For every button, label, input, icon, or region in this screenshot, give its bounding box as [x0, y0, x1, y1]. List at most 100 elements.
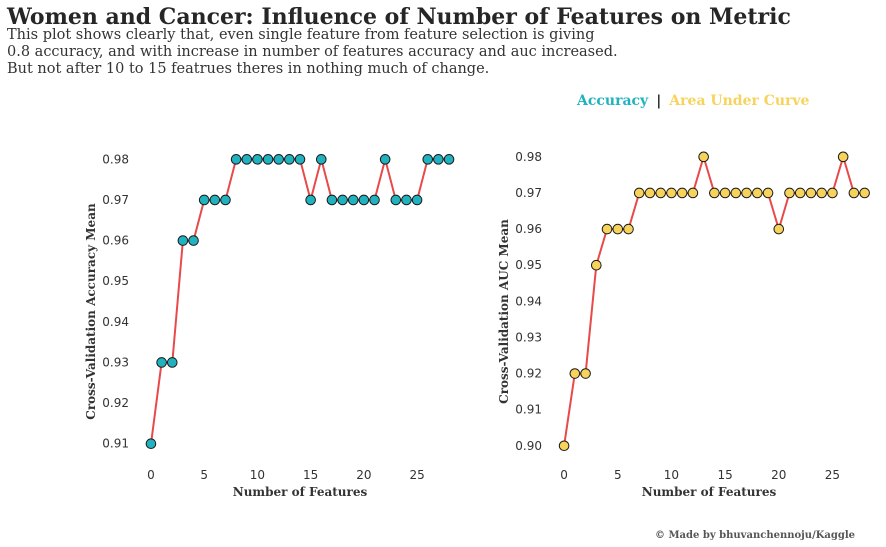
auc-data-point — [558, 440, 570, 452]
auc-data-point — [633, 187, 645, 199]
auc-data-point — [569, 368, 581, 379]
acc-data-point — [337, 194, 348, 206]
acc-data-point — [358, 194, 370, 206]
auc-ytick-label: 0.91 — [515, 403, 542, 417]
acc-data-point — [315, 154, 327, 165]
auc-data-point — [827, 187, 838, 199]
acc-data-point — [379, 154, 391, 165]
auc-xtick-label: 5 — [614, 468, 622, 482]
acc-x-axis-label: Number of Features — [233, 485, 368, 499]
auc-data-point — [666, 187, 677, 199]
auc-data-point — [580, 368, 591, 379]
legend: Accuracy | Area Under Curve — [577, 93, 809, 109]
acc-ytick-label: 0.96 — [102, 234, 129, 248]
acc-data-point — [188, 235, 199, 246]
acc-data-point — [273, 154, 285, 165]
acc-ytick-label: 0.91 — [102, 437, 129, 451]
acc-ytick-label: 0.92 — [102, 396, 129, 410]
acc-data-point — [220, 194, 231, 206]
subtitle-line-1: This plot shows clearly that, even singl… — [7, 27, 595, 43]
acc-data-point — [422, 154, 434, 165]
acc-xtick-label: 5 — [200, 468, 208, 482]
acc-ytick-label: 0.98 — [102, 152, 129, 166]
acc-data-point — [347, 194, 359, 206]
auc-xtick-label: 25 — [825, 468, 840, 482]
subtitle-line-3: But not after 10 to 15 featrues theres i… — [7, 61, 490, 77]
auc-data-point — [762, 187, 774, 199]
auc-data-point — [805, 187, 817, 199]
acc-data-point — [433, 154, 444, 165]
auc-ytick-label: 0.96 — [515, 222, 542, 236]
acc-data-point — [390, 194, 402, 206]
acc-data-point — [156, 357, 167, 368]
auc-data-point — [719, 187, 731, 199]
auc-data-point — [794, 187, 806, 199]
auc-ytick-label: 0.95 — [515, 258, 542, 272]
auc-xtick-label: 15 — [717, 468, 732, 482]
acc-y-axis-label: Cross-Validation Accuracy Mean — [84, 203, 98, 420]
acc-xtick-label: 25 — [409, 468, 424, 482]
credit-text: © Made by bhuvanchennoju/Kaggle — [655, 530, 856, 541]
auc-data-point — [784, 187, 795, 199]
legend-accuracy: Accuracy — [577, 93, 649, 109]
acc-data-point — [326, 194, 338, 206]
chart-subtitle: This plot shows clearly that, even singl… — [7, 27, 618, 78]
acc-data-point — [262, 154, 274, 165]
auc-data-point — [591, 259, 602, 271]
auc-data-point — [644, 187, 656, 199]
auc-data-point — [612, 223, 624, 235]
auc-data-point — [676, 187, 688, 199]
subtitle-line-2: 0.8 accuracy, and with increase in numbe… — [7, 44, 618, 60]
acc-data-point — [177, 235, 189, 246]
auc-xtick-label: 20 — [771, 468, 786, 482]
acc-xtick-label: 15 — [303, 468, 318, 482]
acc-data-point — [294, 154, 306, 165]
acc-data-point — [443, 154, 455, 165]
auc-data-point — [601, 223, 613, 235]
auc-data-point — [730, 187, 742, 199]
acc-ytick-label: 0.97 — [102, 193, 129, 207]
auc-ytick-label: 0.98 — [515, 150, 542, 164]
auc-data-point — [816, 187, 828, 199]
acc-data-point — [305, 194, 316, 206]
acc-data-point — [241, 154, 253, 165]
auc-data-point — [623, 223, 634, 235]
auc-ytick-label: 0.94 — [515, 294, 542, 308]
auc-xtick-label: 10 — [664, 468, 679, 482]
acc-ytick-label: 0.95 — [102, 274, 129, 288]
chart-title: Women and Cancer: Influence of Number of… — [7, 4, 791, 30]
acc-data-point — [145, 438, 157, 450]
acc-data-point — [369, 194, 380, 206]
auc-x-axis-label: Number of Features — [642, 485, 777, 499]
acc-data-point — [252, 154, 263, 165]
auc-data-point — [687, 187, 699, 199]
auc-series-line — [563, 153, 865, 446]
acc-data-point — [401, 194, 412, 206]
legend-auc: Area Under Curve — [669, 93, 810, 109]
auc-data-point — [741, 187, 752, 199]
auc-ytick-label: 0.92 — [515, 367, 542, 381]
auc-data-point — [709, 187, 720, 199]
auc-y-axis-label: Cross-Validation AUC Mean — [497, 219, 511, 404]
auc-xtick-label: 0 — [560, 468, 568, 482]
acc-data-point — [284, 154, 295, 165]
auc-data-point — [698, 151, 709, 163]
auc-data-point — [655, 187, 667, 199]
acc-xtick-label: 20 — [356, 468, 371, 482]
acc-ytick-label: 0.94 — [102, 315, 129, 329]
acc-data-point — [209, 194, 221, 206]
auc-data-point — [837, 151, 849, 163]
auc-data-point — [752, 187, 763, 199]
auc-data-point — [859, 187, 870, 199]
acc-data-point — [411, 194, 423, 206]
acc-xtick-label: 0 — [147, 468, 155, 482]
auc-data-point — [848, 187, 860, 199]
auc-ytick-label: 0.93 — [515, 330, 542, 344]
acc-data-point — [166, 357, 178, 368]
acc-ytick-label: 0.93 — [102, 355, 129, 369]
acc-data-point — [230, 154, 242, 165]
auc-data-point — [773, 223, 785, 235]
auc-ytick-label: 0.97 — [515, 186, 542, 200]
legend-separator: | — [656, 93, 662, 109]
